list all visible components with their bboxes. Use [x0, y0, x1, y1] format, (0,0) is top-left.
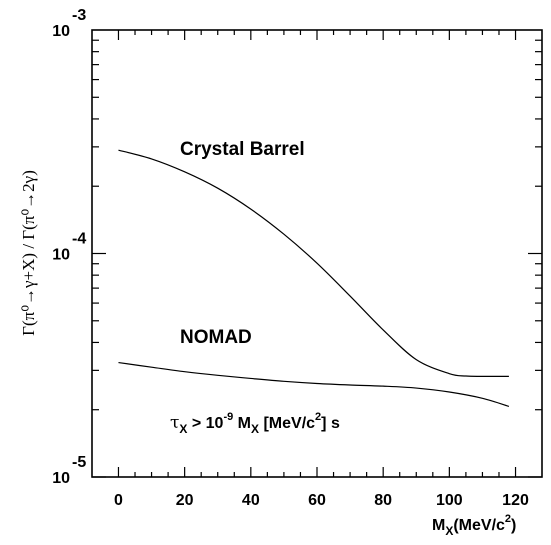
annotation-nomad: NOMAD [180, 327, 252, 348]
y-tick-exponent: -3 [72, 7, 86, 24]
series-line-nomad [118, 361, 510, 407]
x-tick-label: 40 [242, 492, 260, 509]
annotation-crystal-barrel: Crystal Barrel [180, 139, 305, 160]
plot-frame [91, 29, 543, 478]
y-tick-label: 10 [52, 247, 70, 264]
axis-ticks [92, 30, 542, 478]
y-axis-label: Γ(π⁰→γ+X) / Γ(π⁰→2γ) [19, 170, 38, 336]
x-tick-label: 120 [502, 492, 529, 509]
x-tick-label: 100 [436, 492, 463, 509]
series-lines [118, 149, 510, 407]
x-tick-label: 20 [176, 492, 194, 509]
x-tick-label: 80 [374, 492, 392, 509]
y-tick-label: 10 [52, 23, 70, 40]
series-line-crystal-barrel [118, 149, 509, 377]
lifetime-condition: τX > 10-9 MX [MeV/c2] s [170, 411, 340, 436]
x-tick-label: 0 [114, 492, 123, 509]
y-tick-exponent: -4 [72, 231, 86, 248]
y-tick-exponent: -5 [72, 454, 86, 471]
x-tick-label: 60 [308, 492, 326, 509]
y-tick-label: 10 [52, 470, 70, 487]
x-axis-label: MX(MeV/c2) [432, 513, 516, 538]
